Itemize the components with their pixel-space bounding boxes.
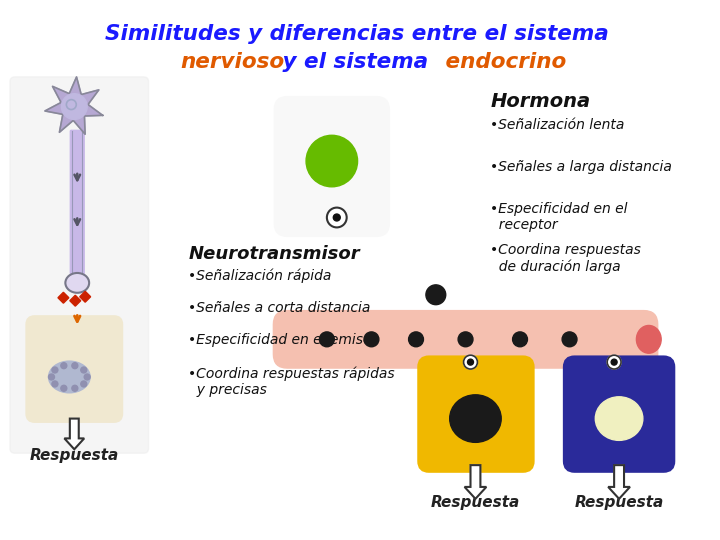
Circle shape: [81, 381, 86, 387]
Text: endocrino: endocrino: [438, 52, 566, 72]
Circle shape: [48, 374, 55, 380]
Circle shape: [562, 332, 577, 347]
Circle shape: [84, 374, 90, 380]
FancyArrow shape: [608, 465, 630, 499]
Polygon shape: [58, 292, 69, 303]
Text: •Señalización rápida: •Señalización rápida: [188, 268, 332, 282]
Polygon shape: [70, 295, 81, 306]
Text: Respuesta: Respuesta: [431, 495, 520, 510]
Text: Neurotransmisor: Neurotransmisor: [188, 245, 360, 263]
Circle shape: [607, 355, 621, 369]
Ellipse shape: [595, 397, 643, 440]
Ellipse shape: [48, 361, 90, 393]
Circle shape: [458, 332, 473, 347]
Circle shape: [61, 363, 67, 369]
Text: •Señales a larga distancia: •Señales a larga distancia: [490, 160, 672, 174]
Ellipse shape: [636, 326, 661, 353]
Circle shape: [61, 386, 67, 392]
Circle shape: [611, 359, 617, 365]
FancyBboxPatch shape: [274, 310, 657, 368]
Circle shape: [81, 367, 86, 373]
FancyArrow shape: [64, 418, 84, 449]
Text: Similitudes y diferencias entre el sistema: Similitudes y diferencias entre el siste…: [104, 24, 608, 44]
FancyBboxPatch shape: [419, 357, 533, 471]
Ellipse shape: [66, 273, 89, 293]
FancyBboxPatch shape: [275, 98, 388, 235]
Text: •Señales a corta distancia: •Señales a corta distancia: [188, 301, 371, 315]
Circle shape: [320, 332, 334, 347]
Circle shape: [61, 93, 87, 119]
Text: nervioso: nervioso: [180, 52, 284, 72]
Circle shape: [467, 359, 474, 365]
Polygon shape: [80, 291, 91, 302]
FancyBboxPatch shape: [27, 316, 122, 422]
FancyBboxPatch shape: [71, 130, 84, 274]
Circle shape: [426, 285, 446, 305]
Circle shape: [464, 355, 477, 369]
Circle shape: [513, 332, 528, 347]
Circle shape: [408, 332, 423, 347]
FancyArrow shape: [464, 465, 486, 499]
Text: Respuesta: Respuesta: [575, 495, 664, 510]
Circle shape: [72, 386, 78, 392]
Text: •Coordina respuestas rápidas
  y precisas: •Coordina respuestas rápidas y precisas: [188, 366, 395, 397]
Circle shape: [327, 207, 347, 227]
Text: •Especificidad en el
  receptor: •Especificidad en el receptor: [490, 201, 628, 232]
Text: •Coordina respuestas
  de duración larga: •Coordina respuestas de duración larga: [490, 243, 642, 274]
Circle shape: [364, 332, 379, 347]
Circle shape: [72, 363, 78, 369]
FancyBboxPatch shape: [564, 357, 673, 471]
Circle shape: [52, 367, 58, 373]
FancyBboxPatch shape: [10, 77, 148, 453]
Polygon shape: [45, 77, 103, 134]
Text: Respuesta: Respuesta: [30, 448, 119, 463]
Circle shape: [52, 381, 58, 387]
Text: Hormona: Hormona: [490, 92, 590, 111]
Ellipse shape: [306, 136, 358, 187]
Text: •Especificidad en el emisor: •Especificidad en el emisor: [188, 333, 377, 347]
Circle shape: [333, 214, 341, 221]
Ellipse shape: [450, 395, 501, 442]
Text: y el sistema: y el sistema: [275, 52, 428, 72]
Text: •Señalización lenta: •Señalización lenta: [490, 118, 625, 132]
